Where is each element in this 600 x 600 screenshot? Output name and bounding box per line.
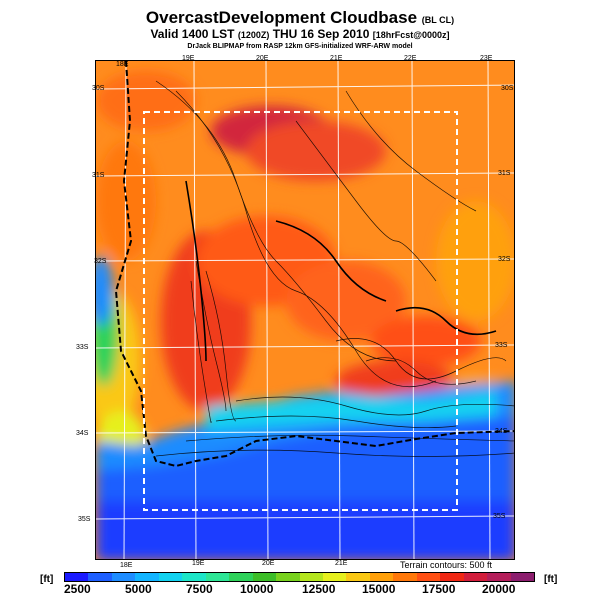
lon-label-bottom-18E: 18E xyxy=(120,562,133,569)
colorbar-swatch-19 xyxy=(510,573,535,581)
valid-time: Valid 1400 LST (1200Z) THU 16 Sep 2010 [… xyxy=(150,27,450,41)
colorbar-swatch-8 xyxy=(252,573,277,581)
colorbar xyxy=(64,572,535,582)
lat-label-left-31S: 31S xyxy=(92,172,105,179)
lon-label-top-22E: 22E xyxy=(404,55,417,62)
lon-label-top-23E: 23E xyxy=(480,55,493,62)
lat-label-left-34S: 34S xyxy=(76,430,89,437)
colorbar-swatch-3 xyxy=(135,573,159,581)
lat-lon-grid xyxy=(96,61,514,559)
cloudbase-map[interactable] xyxy=(95,60,515,560)
lat-label-right-32S: 32S xyxy=(498,256,511,263)
lat-label-left-32S: 32S xyxy=(94,258,107,265)
lat-label-right-31S: 31S xyxy=(498,170,511,177)
colorbar-tick-12500: 12500 xyxy=(302,582,336,596)
colorbar-swatch-10 xyxy=(299,573,323,581)
colorbar-swatch-13 xyxy=(369,573,394,581)
colorbar-swatch-12 xyxy=(346,573,370,581)
lon-label-bottom-20E: 20E xyxy=(262,560,275,567)
coastline xyxy=(114,61,514,468)
colorbar-tick-10000: 10000 xyxy=(240,582,274,596)
lat-label-right-35S: 35S xyxy=(493,513,506,520)
thick-contours xyxy=(185,180,497,362)
lon-label-top-20E: 20E xyxy=(256,55,269,62)
colorbar-swatch-11 xyxy=(322,573,347,581)
colorbar-tick-20000: 20000 xyxy=(482,582,516,596)
lat-label-left-30S: 30S xyxy=(92,85,105,92)
colorbar-swatch-16 xyxy=(440,573,464,581)
colorbar-swatch-7 xyxy=(229,573,253,581)
colorbar-swatch-14 xyxy=(393,573,417,581)
lat-label-left-33S: 33S xyxy=(76,344,89,351)
inner-domain-box xyxy=(143,111,458,511)
colorbar-tick-15000: 15000 xyxy=(362,582,396,596)
colorbar-tick-5000: 5000 xyxy=(125,582,152,596)
lat-label-left-35S: 35S xyxy=(78,516,91,523)
lat-label-right-30S: 30S xyxy=(501,85,514,92)
map-canvas xyxy=(96,61,514,559)
colorbar-unit-right: [ft] xyxy=(544,574,558,585)
colorbar-tick-2500: 2500 xyxy=(64,582,91,596)
colorbar-swatch-2 xyxy=(111,573,136,581)
colorbar-swatch-15 xyxy=(416,573,441,581)
colorbar-unit-left: [ft] xyxy=(40,574,54,585)
colorbar-swatch-6 xyxy=(205,573,230,581)
lon-label-top-19E: 19E xyxy=(182,55,195,62)
colorbar-swatch-1 xyxy=(88,573,112,581)
colorbar-swatch-17 xyxy=(463,573,488,581)
title-suffix: (BL CL) xyxy=(421,15,455,25)
colorbar-swatch-0 xyxy=(65,573,89,581)
lon-label-bottom-21E: 21E xyxy=(335,560,348,567)
colorbar-tick-17500: 17500 xyxy=(422,582,456,596)
lat-label-right-33S: 33S xyxy=(495,342,508,349)
colorbar-swatch-5 xyxy=(182,573,206,581)
terrain-contours xyxy=(155,80,514,457)
lon-label-top-18E: 18E xyxy=(116,61,129,68)
colorbar-tick-7500: 7500 xyxy=(186,582,213,596)
model-credit: DrJack BLIPMAP from RASP 12km GFS-initia… xyxy=(187,43,413,50)
lat-label-right-34S: 34S xyxy=(495,428,508,435)
terrain-contour-note: Terrain contours: 500 ft xyxy=(400,560,493,570)
colorbar-swatch-18 xyxy=(487,573,511,581)
colorbar-swatch-9 xyxy=(276,573,300,581)
colorbar-swatch-4 xyxy=(158,573,183,581)
lon-label-bottom-19E: 19E xyxy=(192,560,205,567)
map-title: OvercastDevelopment Cloudbase (BL CL) xyxy=(145,8,455,27)
lon-label-top-21E: 21E xyxy=(330,55,343,62)
